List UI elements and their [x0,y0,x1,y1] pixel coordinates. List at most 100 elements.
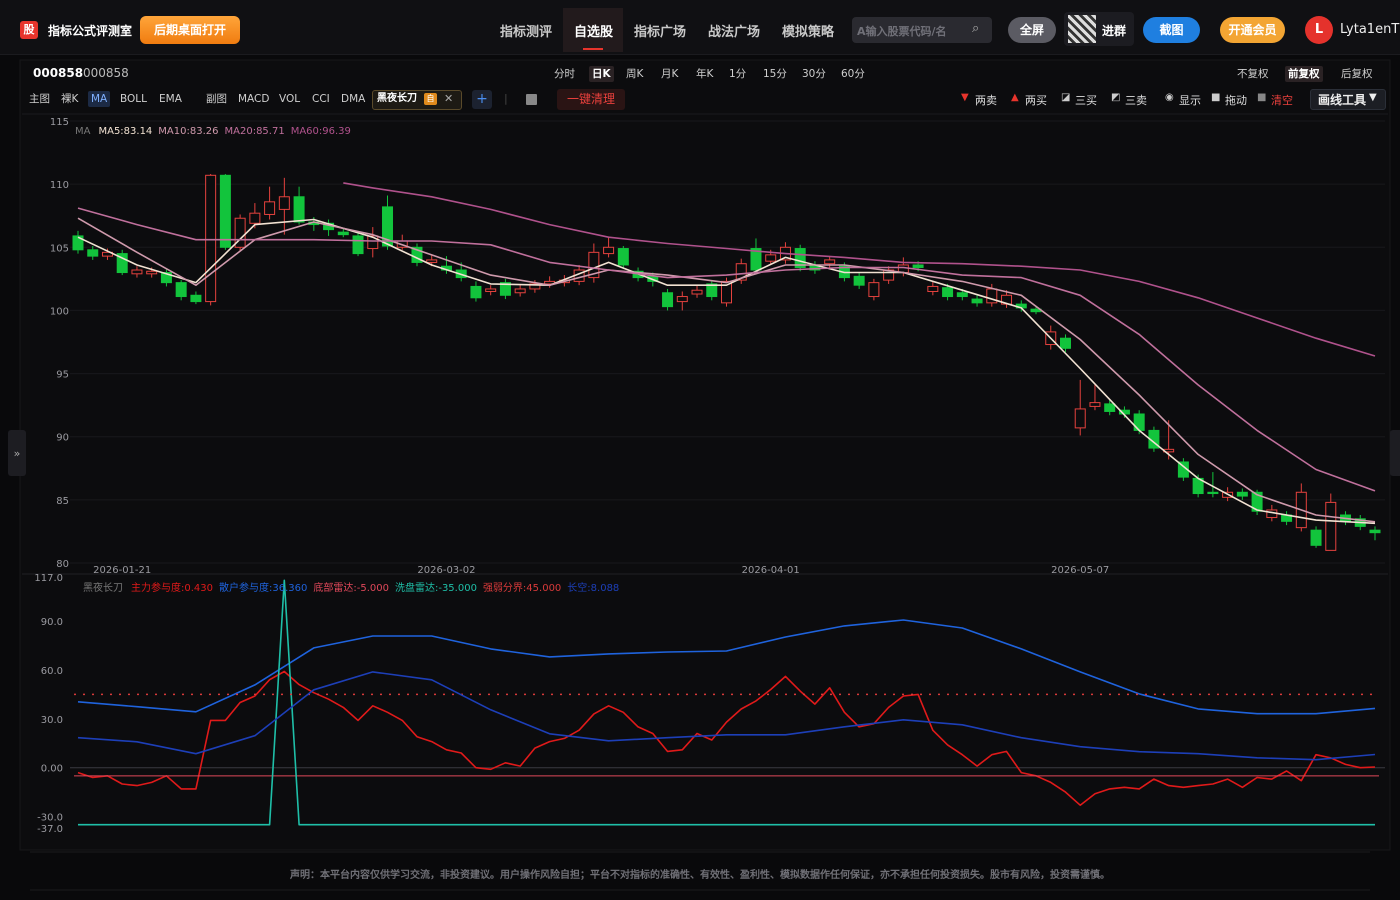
username[interactable]: Lyta1enT [1340,22,1400,37]
custom-tag: 自 [424,93,437,105]
sub-indicator[interactable]: DMA [341,93,366,105]
search-box[interactable] [852,17,992,43]
candle-body [1133,413,1145,431]
qr-code [1068,15,1096,43]
y-tick-label: 80 [56,559,69,570]
vip-button[interactable]: 开通会员 [1220,17,1285,43]
draw-tool-icon: ■ [1211,92,1221,103]
legend-item: 主力参与度:0.430 [131,581,213,594]
sub-indicator[interactable]: CCI [312,93,330,105]
candle-body [352,235,364,255]
draw-tool[interactable]: 两买 [1025,94,1047,107]
add-indicator[interactable]: + [472,90,492,109]
main-indicator[interactable]: EMA [159,93,182,105]
draw-tool[interactable]: 两卖 [975,94,997,107]
screenshot-button[interactable]: 截图 [1143,17,1200,43]
candle-body [956,292,968,298]
draw-tool-icon: ▲ [1011,92,1019,103]
avatar[interactable]: L [1305,16,1333,44]
draw-tool[interactable]: 显示 [1179,94,1201,107]
stock-code: 000858 [33,66,84,80]
draw-tool[interactable]: 拖动 [1225,94,1247,107]
indicator-line [77,619,1376,715]
period-tab[interactable]: 15分 [763,68,787,80]
y-tick-label: 90 [56,433,69,444]
candle-body [735,263,747,281]
save-icon[interactable] [526,94,537,105]
period-tab[interactable]: 30分 [802,68,826,80]
legend-item: 洗盘雷达:-35.000 [395,581,477,594]
candle-body [1074,408,1086,429]
candle-body [1104,403,1116,412]
side-toggle-icon: » [14,447,21,460]
draw-tool[interactable]: 三卖 [1125,94,1147,107]
candle-body [853,275,865,286]
draw-tool[interactable]: 三买 [1075,94,1097,107]
period-tab[interactable]: 周K [626,68,644,80]
clear-all-button[interactable]: 一键清理 [557,89,625,110]
side-toggle[interactable] [8,430,26,476]
candle-body [116,253,128,274]
candle-body [337,231,349,236]
nav-item[interactable]: 指标测评 [500,25,553,40]
sub-indicator[interactable]: MACD [238,93,270,105]
period-tab[interactable]: 月K [661,68,679,80]
candle-body [1236,491,1248,497]
candle-body [514,288,526,294]
period-tab[interactable]: 年K [696,68,714,80]
main-indicator[interactable]: MA [88,91,111,107]
search-icon[interactable]: ⌕ [972,21,980,36]
main-indicator[interactable]: 裸K [61,93,79,105]
site-title: 指标公式评测室 [48,24,133,38]
draw-tool-icon: ◉ [1165,92,1174,103]
y-tick-label: 90.0 [41,617,63,628]
sub-indicator[interactable]: 副图 [206,93,227,105]
candle-body [1251,491,1263,512]
candle-body [160,272,172,284]
candle-body [1059,337,1071,349]
join-group[interactable]: 进群 [1102,24,1127,38]
y-tick-label: 110 [50,180,69,191]
candle-body [234,217,246,248]
period-tab[interactable]: 日K [589,66,614,82]
legend-title: MA [75,126,91,137]
stock-name: 000858 [83,66,129,80]
remove-indicator[interactable]: ✕ [444,92,454,105]
candle-body [278,196,290,210]
x-tick-label: 2026-05-07 [1051,565,1109,576]
nav-item[interactable]: 指标广场 [634,25,687,40]
nav-item[interactable]: 战法广场 [708,25,761,40]
period-tab[interactable]: 1分 [729,68,747,80]
main-indicator[interactable]: 主图 [29,93,50,105]
candle-body [367,235,379,250]
legend-item: MA20:85.71 [225,126,285,137]
custom-indicator[interactable]: 黑夜长刀 [377,93,417,104]
nav-item[interactable]: 模拟策略 [782,25,835,40]
draw-tool[interactable]: 清空 [1271,94,1293,107]
side-toggle-right[interactable] [1390,430,1400,476]
sub-indicator[interactable]: VOL [279,93,301,105]
desktop-button[interactable]: 后期桌面打开 [140,16,240,44]
legend-item: MA5:83.14 [98,126,152,137]
adjust-tab[interactable]: 后复权 [1341,68,1373,80]
candle-body [588,251,600,279]
main-indicator[interactable]: BOLL [120,93,147,105]
adjust-tab[interactable]: 前复权 [1285,66,1323,82]
adjust-tab[interactable]: 不复权 [1237,68,1269,80]
candle-body [249,212,261,224]
draw-menu-box[interactable] [1310,89,1386,110]
legend-title: 黑夜长刀 [83,581,123,594]
candle-body [617,248,629,266]
nav-item[interactable]: 自选股 [574,25,614,40]
candle-body [868,282,880,298]
period-tab[interactable]: 60分 [841,68,865,80]
candle-body [264,201,276,215]
y-tick-label: 100 [50,306,69,317]
candle-body [721,280,732,304]
custom-indicator-chip[interactable] [372,90,462,110]
draw-menu[interactable]: 画线工具 [1318,93,1367,107]
period-tab[interactable]: 分时 [554,68,575,80]
candle-body [1310,529,1322,546]
fullscreen-button[interactable]: 全屏 [1008,17,1056,43]
